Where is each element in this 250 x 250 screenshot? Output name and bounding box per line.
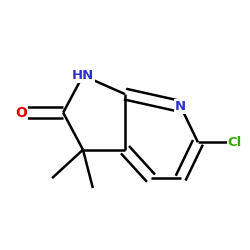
Text: O: O	[16, 106, 27, 120]
Text: N: N	[175, 100, 186, 113]
Text: HN: HN	[72, 69, 94, 82]
Text: Cl: Cl	[228, 136, 242, 149]
